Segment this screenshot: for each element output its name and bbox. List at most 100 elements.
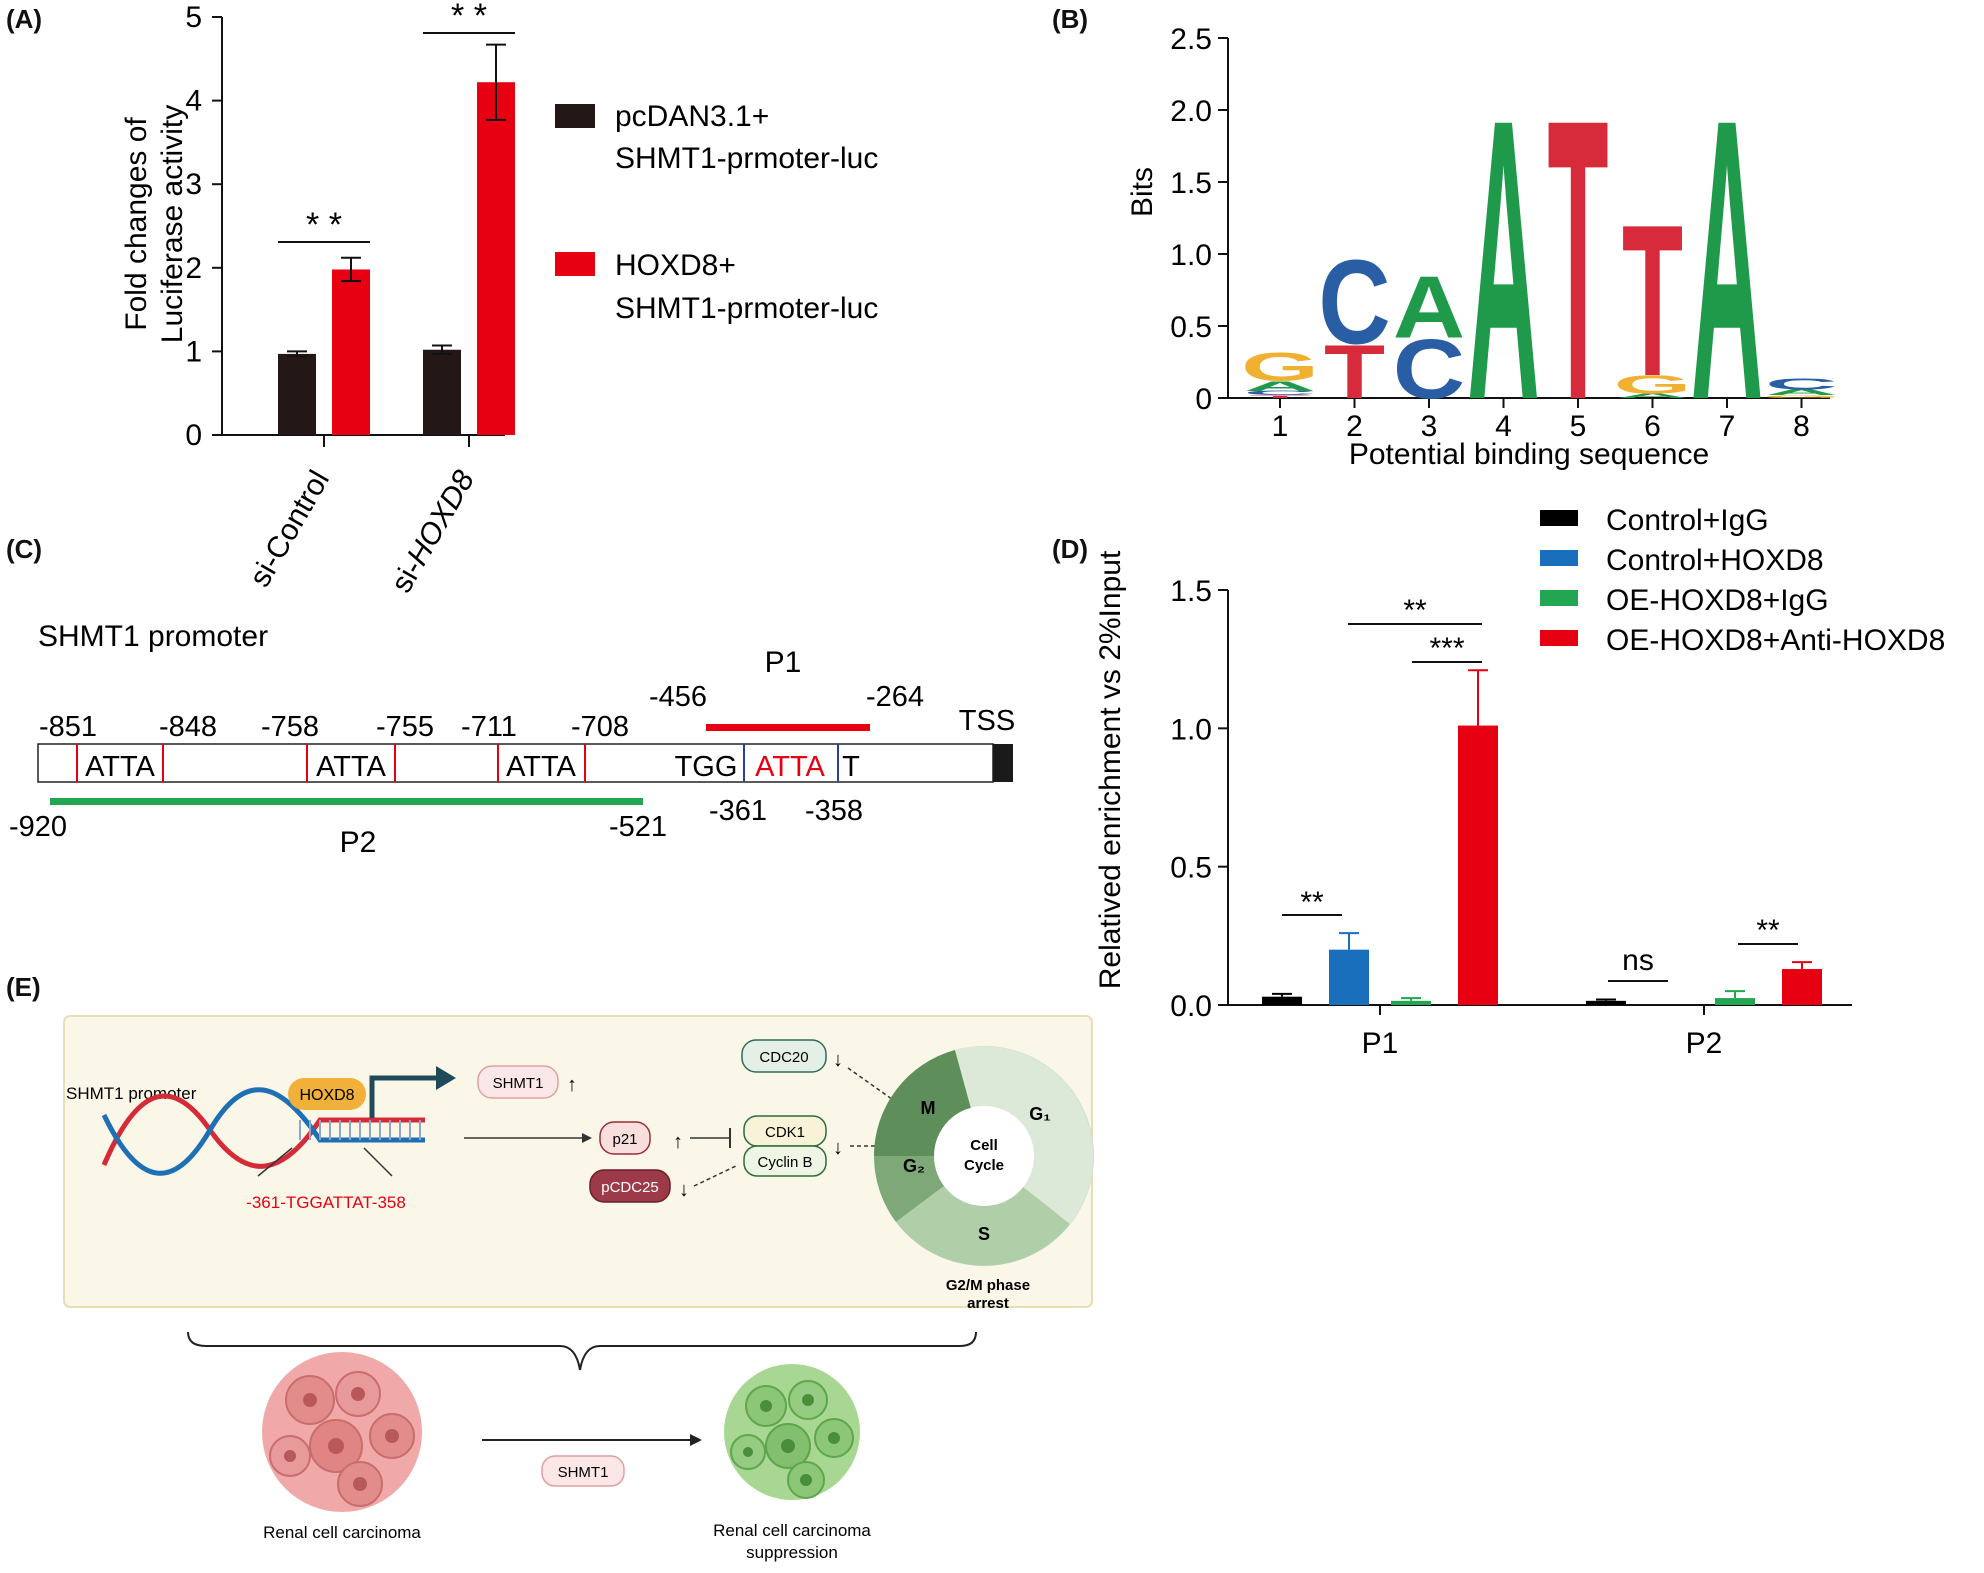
rcc-suppression-label: Renal cell carcinoma xyxy=(713,1521,871,1540)
site-position: -755 xyxy=(376,711,434,743)
phase-s-label: S xyxy=(978,1224,990,1244)
main-site-sequence: ATTA xyxy=(755,751,825,783)
site-position: -848 xyxy=(159,711,217,743)
a-xtick-label: si-Control xyxy=(243,465,336,593)
suppression-arrowhead-icon xyxy=(690,1434,702,1446)
cdk1-node-label: CDK1 xyxy=(765,1124,805,1141)
a-legend-label: HOXD8+ SHMT1-prmoter-luc xyxy=(615,249,878,325)
d-sig-label: ** xyxy=(1756,914,1780,947)
b-xtick-label: 6 xyxy=(1644,410,1661,443)
b-ytick-label: 1.0 xyxy=(1170,239,1212,272)
logo-letter: C xyxy=(1318,236,1390,370)
cdc20-node-label: CDC20 xyxy=(759,1049,808,1066)
cycle-center-label: Cycle xyxy=(964,1157,1004,1174)
d-legend-label: Control+HOXD8 xyxy=(1606,544,1824,577)
panel-label-a: (A) xyxy=(6,4,43,34)
d-legend-swatch xyxy=(1540,630,1578,646)
panel-label-d: (D) xyxy=(1052,534,1089,564)
tss-label: TSS xyxy=(959,705,1015,737)
b-ytick-label: 2.5 xyxy=(1170,23,1212,56)
cdc20-node xyxy=(741,1039,827,1073)
rcc-cell-cluster-icon xyxy=(262,1352,422,1512)
cell-cycle-diagram: Cell Cycle M G₁ G₂ S xyxy=(874,1046,1094,1266)
d-sig-label: ** xyxy=(1300,886,1324,919)
d-bars xyxy=(1262,669,1822,1005)
motif-label: -361-TGGATTAT-358 xyxy=(246,1193,406,1212)
main-site-prefix: TGG xyxy=(675,751,738,783)
logo-letter: A xyxy=(1765,388,1837,397)
b-xlabel: Potential binding sequence xyxy=(1349,438,1709,471)
a-ytick-label: 3 xyxy=(185,168,202,201)
b-xtick-label: 4 xyxy=(1495,410,1512,443)
b-ytick-label: 1.5 xyxy=(1170,167,1212,200)
b-ylabel: Bits xyxy=(1126,167,1159,217)
d-ytick-label: 0.5 xyxy=(1170,852,1212,885)
hoxd8-label: HOXD8 xyxy=(299,1087,354,1104)
b-axes: 0 0.5 1.0 1.5 2.0 2.5 1 2 3 4 5 6 7 8 xyxy=(1170,23,1830,443)
d-sig-label: ns xyxy=(1622,944,1654,977)
p2-bar xyxy=(50,798,643,805)
logo-letter: T xyxy=(1249,394,1310,398)
cyclinb-node-label: Cyclin B xyxy=(757,1154,812,1171)
d-bar xyxy=(1586,1000,1626,1005)
d-legend-label: Control+IgG xyxy=(1606,504,1769,537)
a-bar xyxy=(423,349,461,435)
b-ytick-label: 0.5 xyxy=(1170,311,1212,344)
d-legend-label: OE-HOXD8+Anti-HOXD8 xyxy=(1606,624,1945,657)
p21-node xyxy=(599,1121,651,1155)
site-box: ATTA xyxy=(497,744,586,783)
d-legend: Control+IgG Control+HOXD8 OE-HOXD8+IgG OE-H… xyxy=(1540,504,1945,657)
d-ytick-label: 0.0 xyxy=(1170,990,1212,1023)
d-bar xyxy=(1262,996,1302,1005)
transcription-arrowhead-icon xyxy=(436,1066,456,1090)
a-bar xyxy=(278,353,316,435)
dna-helix-icon xyxy=(101,1087,425,1177)
site-position: -851 xyxy=(39,711,97,743)
panel-c-promoter: SHMT1 promoter P1 -456 -264 -851 -848 -7… xyxy=(9,620,1015,859)
main-site-suffix: T xyxy=(842,751,860,783)
main-site-left: -361 xyxy=(709,795,767,827)
cycle-center-label: Cell xyxy=(970,1137,998,1154)
down-arrow-icon: ↓ xyxy=(679,1179,689,1201)
panel-label-c: (C) xyxy=(6,534,43,564)
phase-g2-label: G₂ xyxy=(903,1156,925,1176)
panel-d-chart: Relatived enrichment vs 2%Input Control+… xyxy=(1094,504,1945,1060)
d-ytick-label: 1.0 xyxy=(1170,713,1212,746)
logo-letter: T xyxy=(1622,180,1683,421)
logo-letter: C xyxy=(1765,375,1837,393)
promoter-box xyxy=(37,743,994,783)
a-legend-label: pcDAN3.1+ SHMT1-prmoter-luc xyxy=(615,100,878,175)
phase-m-label: M xyxy=(921,1098,936,1118)
logo-letter: A xyxy=(1244,378,1316,394)
a-ytick-label: 0 xyxy=(185,419,202,452)
panel-b-logo: Bits Potential binding sequence 0 0.5 1.0 1… xyxy=(1126,23,1841,483)
p1-bar xyxy=(706,724,870,731)
suppressed-cell-cluster-icon xyxy=(724,1364,860,1500)
site-box: ATTA xyxy=(306,744,396,783)
rcc-label: Renal cell carcinoma xyxy=(263,1523,421,1542)
shmt1-node-label: SHMT1 xyxy=(493,1075,544,1092)
pcdc25-node xyxy=(589,1169,671,1203)
d-legend-swatch xyxy=(1540,590,1578,606)
d-ytick-label: 1.5 xyxy=(1170,575,1212,608)
d-bar xyxy=(1782,969,1822,1005)
down-arrow-icon: ↓ xyxy=(833,1049,843,1071)
d-xtick-label: P2 xyxy=(1686,1027,1723,1060)
logo-letter: C xyxy=(1244,390,1316,397)
d-bar xyxy=(1715,998,1755,1005)
a-bar xyxy=(477,82,515,435)
p2-end: -521 xyxy=(609,811,667,843)
dashed-arrow xyxy=(847,1067,897,1103)
site-sequence: ATTA xyxy=(506,751,576,783)
a-significance: * * * * xyxy=(278,0,515,244)
a-xtick-label: si-HOXD8 xyxy=(385,465,481,599)
d-xtick-label: P1 xyxy=(1362,1027,1399,1060)
a-legend-swatch xyxy=(555,252,595,276)
phase-g1-label: G₁ xyxy=(1029,1104,1050,1124)
pcdc25-node-label: pCDC25 xyxy=(601,1179,659,1196)
a-ytick-label: 4 xyxy=(185,85,202,118)
p1-end: -264 xyxy=(866,681,924,713)
brace-icon xyxy=(187,1331,977,1371)
logo-letter: G xyxy=(1763,394,1841,398)
b-xtick-label: 3 xyxy=(1421,410,1438,443)
